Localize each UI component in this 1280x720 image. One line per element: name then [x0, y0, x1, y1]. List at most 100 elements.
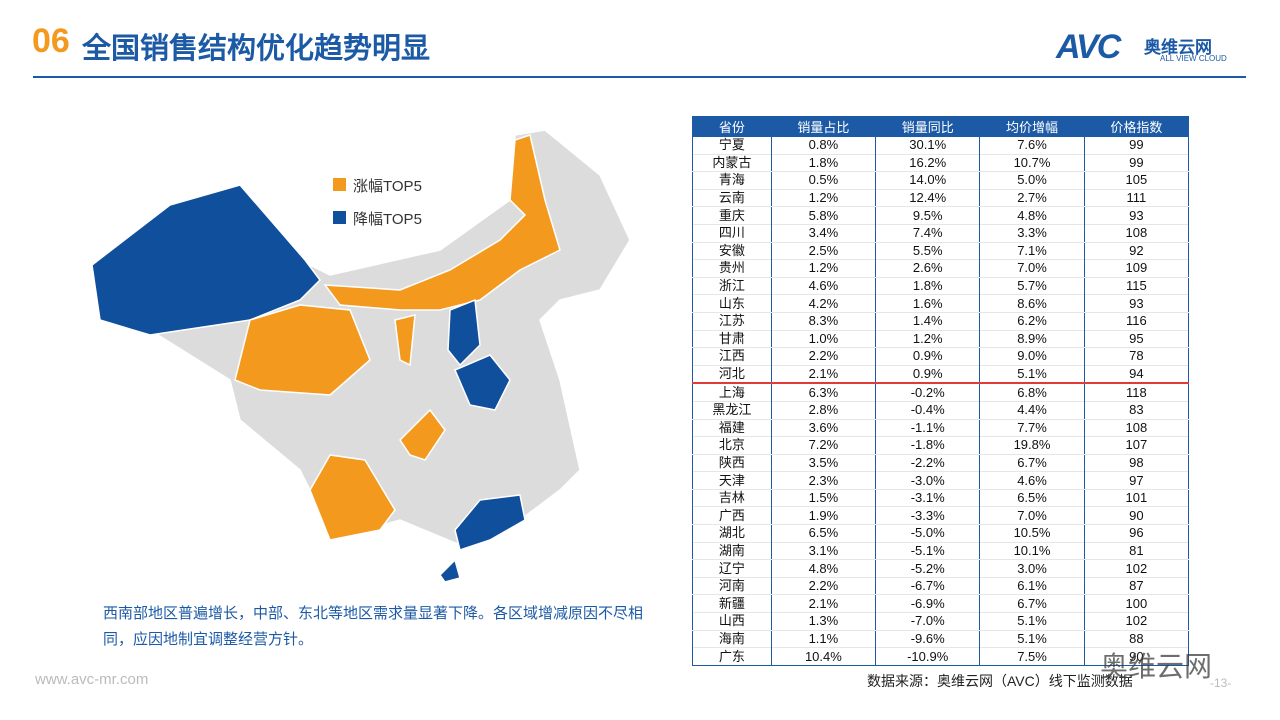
table-cell: 安徽: [692, 242, 772, 260]
table-cell: 四川: [692, 223, 772, 243]
region-neimenggu: [323, 134, 561, 311]
table-cell: -3.1%: [875, 489, 981, 507]
table-cell: 5.1%: [979, 612, 1085, 631]
table-cell: 93: [1083, 206, 1190, 225]
table-cell: 山东: [692, 294, 772, 313]
caption: 西南部地区普遍增长，中部、东北等地区需求量显著下降。各区域增减原因不尽相同，应因…: [103, 605, 644, 648]
table-cell: 108: [1083, 223, 1190, 243]
table-cell: 3.4%: [770, 223, 877, 243]
table-cell: 黑龙江: [692, 400, 772, 420]
table-cell: 8.9%: [979, 329, 1085, 349]
table-cell: 1.8%: [770, 153, 877, 173]
table-cell: 1.1%: [770, 630, 877, 648]
table-cell: 6.7%: [979, 454, 1085, 472]
table-cell: -0.2%: [875, 382, 981, 402]
table-cell: -5.0%: [875, 524, 981, 543]
table-row: 江西 2.2% 0.9% 9.0% 78: [692, 347, 1190, 366]
table-row: 陕西 3.5% -2.2% 6.7% 98: [692, 454, 1190, 472]
table-cell: 河北: [692, 364, 772, 384]
table-cell: 福建: [692, 419, 772, 437]
table-cell: -10.9%: [875, 647, 981, 666]
table-cell: 7.0%: [979, 259, 1085, 278]
region-guangdong: [454, 494, 526, 551]
column-header: 均价增幅: [979, 116, 1085, 137]
column-header: 省份: [692, 116, 772, 137]
table-row: 青海 0.5% 14.0% 5.0% 105: [692, 171, 1190, 190]
legend-fall: 降幅TOP5: [353, 211, 422, 228]
table-cell: 甘肃: [692, 329, 772, 349]
table-cell: 贵州: [692, 259, 772, 278]
table-row: 重庆 5.8% 9.5% 4.8% 93: [692, 206, 1190, 225]
table-cell: 88: [1083, 630, 1190, 648]
table-cell: 2.6%: [875, 259, 981, 278]
table-cell: 1.9%: [770, 506, 877, 526]
table-row: 湖北 6.5% -5.0% 10.5% 96: [692, 524, 1190, 543]
table-cell: 83: [1083, 400, 1190, 420]
table-cell: 海南: [692, 630, 772, 648]
table-cell: 7.4%: [875, 223, 981, 243]
table-cell: 16.2%: [875, 153, 981, 173]
table-cell: 4.6%: [770, 277, 877, 295]
table-cell: 93: [1083, 294, 1190, 313]
table-cell: 1.6%: [875, 294, 981, 313]
table-cell: 浙江: [692, 277, 772, 295]
table-cell: 10.4%: [770, 647, 877, 666]
table-cell: -6.7%: [875, 576, 981, 596]
table-row: 海南 1.1% -9.6% 5.1% 88: [692, 630, 1190, 648]
table-cell: 19.8%: [979, 436, 1085, 455]
table-cell: 广西: [692, 506, 772, 526]
region-hainan: [439, 558, 461, 583]
table-cell: 4.2%: [770, 294, 877, 313]
table-cell: 10.1%: [979, 541, 1085, 561]
table-row: 内蒙古 1.8% 16.2% 10.7% 99: [692, 153, 1190, 173]
table-cell: 6.8%: [979, 382, 1085, 402]
table-cell: 2.8%: [770, 400, 877, 420]
header-row: 省份 销量占比 销量同比 均价增幅 价格指数: [692, 116, 1190, 137]
column-header: 价格指数: [1083, 116, 1190, 137]
table-row: 广西 1.9% -3.3% 7.0% 90: [692, 506, 1190, 526]
table-cell: 87: [1083, 576, 1190, 596]
table-cell: 宁夏: [692, 136, 772, 155]
table-row: 广东 10.4% -10.9% 7.5% 90: [692, 647, 1190, 666]
table-cell: 上海: [692, 382, 772, 402]
table-cell: 3.0%: [979, 559, 1085, 578]
data-table: 省份 销量占比 销量同比 均价增幅 价格指数 宁夏 0.8% 30.1% 7.6% 99 内蒙古 1.…: [692, 116, 1190, 666]
logo-sub: ALL VIEW CLOUD: [1160, 54, 1227, 63]
table-cell: 109: [1083, 259, 1190, 278]
table-cell: 81: [1083, 541, 1190, 561]
source: 数据来源：奥维云网（AVC）线下监测数据: [867, 673, 1133, 689]
table-cell: 6.7%: [979, 594, 1085, 613]
table-cell: 30.1%: [875, 136, 981, 155]
table-cell: 4.8%: [979, 206, 1085, 225]
table-cell: 重庆: [692, 206, 772, 225]
table-cell: 1.2%: [770, 188, 877, 208]
table-cell: 3.3%: [979, 223, 1085, 243]
table-cell: 96: [1083, 524, 1190, 543]
table-cell: 6.5%: [979, 489, 1085, 507]
slide-title: 全国销售结构优化趋势明显: [82, 33, 431, 65]
table-row: 福建 3.6% -1.1% 7.7% 108: [692, 419, 1190, 437]
table-cell: 8.3%: [770, 312, 877, 331]
table-cell: 7.5%: [979, 647, 1085, 666]
table-row: 新疆 2.1% -6.9% 6.7% 100: [692, 594, 1190, 613]
table-cell: 吉林: [692, 489, 772, 507]
table-cell: 3.6%: [770, 419, 877, 437]
table-cell: 湖南: [692, 541, 772, 561]
region-chongqing: [399, 408, 446, 461]
table-cell: 98: [1083, 454, 1190, 472]
table-row: 黑龙江 2.8% -0.4% 4.4% 83: [692, 400, 1190, 420]
table-cell: 7.1%: [979, 242, 1085, 260]
legend-swatch: [333, 178, 346, 191]
region-ningxia: [394, 314, 416, 367]
table-cell: -6.9%: [875, 594, 981, 613]
column-header: 销量同比: [875, 116, 981, 137]
table-cell: 3.5%: [770, 454, 877, 472]
footer-url: www.avc-mr.com: [35, 671, 149, 688]
table-cell: 1.2%: [875, 329, 981, 349]
table-cell: -5.2%: [875, 559, 981, 578]
table-cell: 5.0%: [979, 171, 1085, 190]
table-cell: 5.7%: [979, 277, 1085, 295]
table-row: 北京 7.2% -1.8% 19.8% 107: [692, 436, 1190, 455]
table-cell: 江苏: [692, 312, 772, 331]
